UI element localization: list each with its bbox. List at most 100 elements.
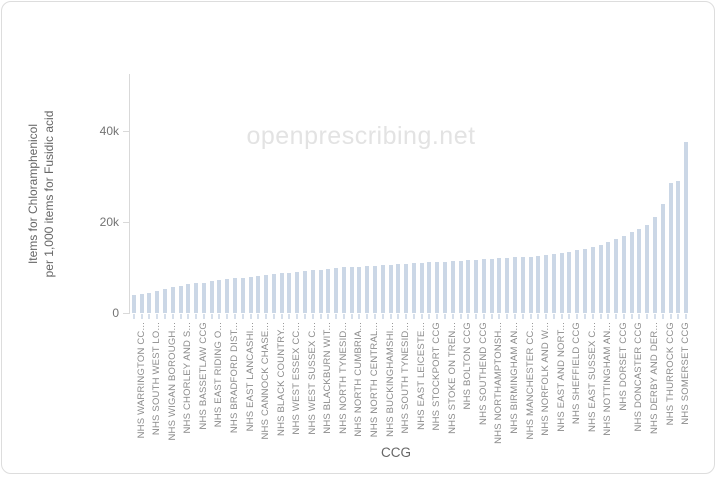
bar[interactable]: [481, 259, 486, 313]
x-tick-mark: [272, 314, 275, 319]
x-axis-label: NHS NORFOLK AND W...: [540, 322, 552, 436]
y-tick-mark: [123, 313, 129, 314]
x-tick-mark: [311, 314, 314, 319]
bar[interactable]: [637, 229, 642, 313]
x-tick-mark: [615, 314, 618, 319]
bar[interactable]: [334, 268, 339, 313]
bar[interactable]: [621, 236, 626, 313]
bar[interactable]: [256, 276, 261, 313]
x-axis-label: NHS NORTHAMPTONSH...: [493, 322, 505, 444]
bar[interactable]: [225, 279, 230, 313]
bar[interactable]: [497, 258, 502, 313]
x-axis-label: NHS CANNOCK CHASE...: [260, 322, 272, 440]
bar[interactable]: [536, 256, 541, 313]
x-tick-mark: [646, 314, 649, 319]
bar[interactable]: [209, 281, 214, 313]
bar[interactable]: [380, 265, 385, 313]
x-tick-mark: [179, 314, 182, 319]
bar[interactable]: [155, 291, 160, 313]
bar[interactable]: [248, 277, 253, 313]
bar[interactable]: [645, 225, 650, 313]
bar[interactable]: [466, 260, 471, 313]
bar[interactable]: [194, 283, 199, 313]
bar[interactable]: [474, 260, 479, 313]
x-axis-label: NHS WEST SUSSEX C...: [306, 322, 318, 435]
bar[interactable]: [684, 142, 689, 313]
bar[interactable]: [598, 245, 603, 313]
bar[interactable]: [614, 239, 619, 313]
bar[interactable]: [310, 270, 315, 313]
bar[interactable]: [349, 267, 354, 313]
x-axis-label: NHS DORSET CCG: [617, 322, 629, 411]
x-axis-label: NHS CHORLEY AND S...: [182, 322, 194, 434]
bar[interactable]: [365, 266, 370, 313]
bar[interactable]: [660, 204, 665, 313]
bar[interactable]: [450, 261, 455, 313]
x-axis-label: NHS EAST RIDING O...: [213, 322, 225, 428]
bar[interactable]: [186, 284, 191, 313]
bar[interactable]: [458, 261, 463, 313]
bar[interactable]: [559, 253, 564, 313]
bar[interactable]: [303, 271, 307, 313]
bar[interactable]: [147, 293, 152, 313]
bar[interactable]: [170, 287, 175, 313]
bar[interactable]: [443, 262, 447, 313]
y-axis-label: 20k: [99, 215, 119, 229]
bar[interactable]: [513, 257, 517, 313]
bar[interactable]: [590, 247, 595, 313]
bar[interactable]: [287, 273, 292, 313]
bar[interactable]: [341, 267, 346, 313]
bar[interactable]: [629, 232, 634, 313]
chart-card: openprescribing.net Items for Chloramphe…: [1, 1, 715, 474]
x-tick-mark: [475, 314, 478, 319]
x-tick-mark: [156, 314, 159, 319]
bar[interactable]: [373, 266, 377, 313]
x-tick-mark: [677, 314, 680, 319]
x-axis-label: NHS EAST SUSSEX C...: [586, 322, 598, 432]
bar[interactable]: [435, 262, 440, 313]
bar[interactable]: [489, 259, 494, 313]
x-tick-mark: [288, 314, 291, 319]
bar[interactable]: [528, 257, 533, 313]
bar[interactable]: [544, 255, 549, 313]
bar[interactable]: [139, 294, 144, 313]
bar[interactable]: [131, 295, 136, 313]
bar[interactable]: [505, 258, 510, 313]
bar[interactable]: [575, 250, 580, 313]
bar[interactable]: [668, 183, 673, 313]
bar[interactable]: [388, 265, 393, 313]
bar[interactable]: [583, 249, 587, 313]
bar[interactable]: [427, 262, 432, 313]
y-axis-label: 0: [112, 306, 119, 320]
bar[interactable]: [606, 242, 611, 313]
bar[interactable]: [240, 278, 245, 313]
bar[interactable]: [404, 264, 409, 313]
x-tick-mark: [669, 314, 672, 319]
bar[interactable]: [271, 274, 276, 313]
bar[interactable]: [163, 289, 167, 313]
bar[interactable]: [567, 252, 572, 313]
x-tick-mark: [545, 314, 548, 319]
x-tick-mark: [226, 314, 229, 319]
x-axis-label: NHS BLACKBURN WIT...: [322, 322, 334, 434]
bar[interactable]: [653, 217, 657, 313]
bar[interactable]: [676, 181, 681, 313]
bar[interactable]: [264, 275, 269, 313]
bar[interactable]: [279, 273, 284, 313]
x-axis-label: NHS DERBY AND DER...: [649, 322, 660, 435]
bar[interactable]: [326, 269, 331, 313]
bar[interactable]: [357, 267, 362, 313]
bar[interactable]: [551, 254, 556, 313]
bar[interactable]: [396, 264, 401, 313]
bar[interactable]: [178, 286, 183, 313]
bar[interactable]: [411, 263, 416, 313]
x-tick-mark: [498, 314, 501, 319]
bar[interactable]: [520, 257, 525, 313]
bar[interactable]: [201, 283, 206, 313]
bar[interactable]: [295, 272, 300, 313]
x-axis-label: NHS BUCKINGHAMSHI...: [384, 322, 396, 437]
bar[interactable]: [217, 280, 222, 313]
bar[interactable]: [419, 263, 424, 313]
bar[interactable]: [233, 278, 237, 313]
bar[interactable]: [318, 270, 323, 313]
